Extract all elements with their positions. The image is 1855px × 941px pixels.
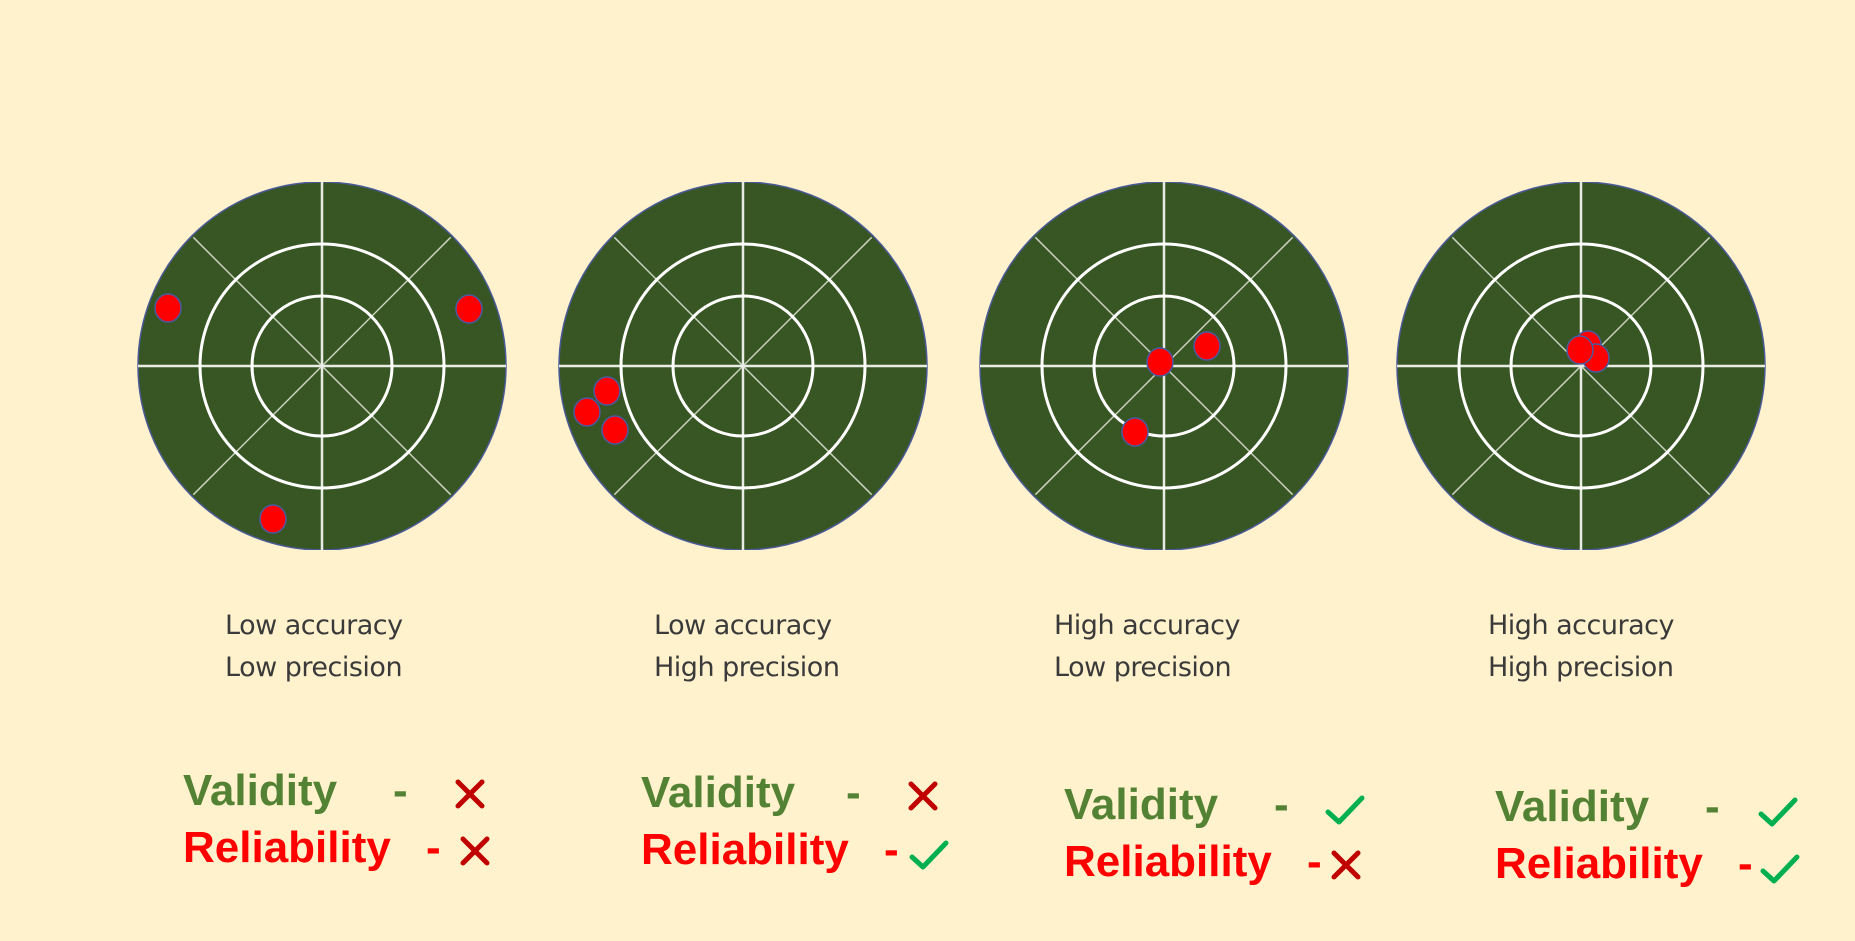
accuracy-caption: High accuracy	[1488, 610, 1674, 641]
validity-dash: -	[846, 768, 861, 817]
target-rings	[1396, 182, 1766, 550]
reliability-label: Reliability	[183, 823, 391, 872]
reliability-dash: -	[1738, 839, 1753, 888]
verdict-block: Validity - Reliability -	[641, 768, 981, 882]
cross-icon	[455, 779, 485, 809]
validity-dash: -	[1705, 782, 1720, 831]
shot-dots	[1121, 331, 1221, 447]
target-caption: High accuracy High precision	[1488, 605, 1674, 689]
precision-caption: Low precision	[225, 652, 403, 683]
target-caption: High accuracy Low precision	[1054, 605, 1240, 689]
shot-dots	[1566, 330, 1610, 373]
panel-low-accuracy-low-precision: Low accuracy Low precision Validity - Re…	[0, 0, 507, 941]
panel-low-accuracy-high-precision: Low accuracy High precision Validity - R…	[420, 0, 949, 941]
shot-dot	[601, 415, 629, 445]
accuracy-caption: Low accuracy	[225, 610, 403, 641]
shot-dot	[1193, 331, 1221, 361]
reliability-dash: -	[1307, 837, 1322, 886]
verdict-block: Validity - Reliability -	[183, 766, 513, 880]
cross-icon	[1331, 850, 1361, 880]
panel-high-accuracy-low-precision: High accuracy Low precision Validity - R…	[840, 0, 1365, 941]
accuracy-caption: High accuracy	[1054, 610, 1240, 641]
target-diagram	[979, 182, 1349, 550]
cross-icon	[908, 781, 938, 811]
reliability-dash: -	[426, 823, 441, 872]
reliability-label: Reliability	[641, 825, 849, 874]
shot-dot	[1146, 347, 1174, 377]
target-rings	[558, 182, 928, 550]
shot-dots	[154, 293, 483, 534]
precision-caption: High precision	[654, 652, 840, 683]
accuracy-caption: Low accuracy	[654, 610, 832, 641]
reliability-dash: -	[884, 825, 899, 874]
target-caption: Low accuracy Low precision	[225, 605, 403, 689]
verdict-block: Validity - Reliability -	[1064, 780, 1365, 894]
target-diagram	[137, 182, 507, 550]
validity-label: Validity	[1495, 782, 1650, 831]
check-icon	[1760, 854, 1800, 884]
shot-dot	[593, 376, 621, 406]
cross-icon	[460, 836, 490, 866]
reliability-label: Reliability	[1064, 837, 1272, 886]
precision-caption: Low precision	[1054, 652, 1232, 683]
shot-dot	[455, 294, 483, 324]
check-icon	[1758, 797, 1798, 827]
precision-caption: High precision	[1488, 652, 1674, 683]
target-diagram	[558, 182, 928, 550]
validity-dash: -	[1274, 780, 1289, 829]
shot-dot	[259, 504, 287, 534]
shot-dot	[573, 397, 601, 427]
shot-dot	[1566, 335, 1594, 365]
validity-label: Validity	[1064, 780, 1219, 829]
shot-dot	[154, 293, 182, 323]
reliability-label: Reliability	[1495, 839, 1703, 888]
shot-dots	[573, 376, 629, 445]
check-icon	[1325, 795, 1365, 825]
target-caption: Low accuracy High precision	[654, 605, 840, 689]
verdict-block: Validity - Reliability -	[1495, 782, 1815, 896]
check-icon	[909, 840, 949, 870]
target-diagram	[1396, 182, 1766, 550]
target-rings	[137, 182, 507, 550]
validity-label: Validity	[641, 768, 796, 817]
validity-dash: -	[393, 766, 408, 815]
panel-high-accuracy-high-precision: High accuracy High precision Validity - …	[1260, 0, 1800, 941]
shot-dot	[1121, 417, 1149, 447]
validity-label: Validity	[183, 766, 338, 815]
